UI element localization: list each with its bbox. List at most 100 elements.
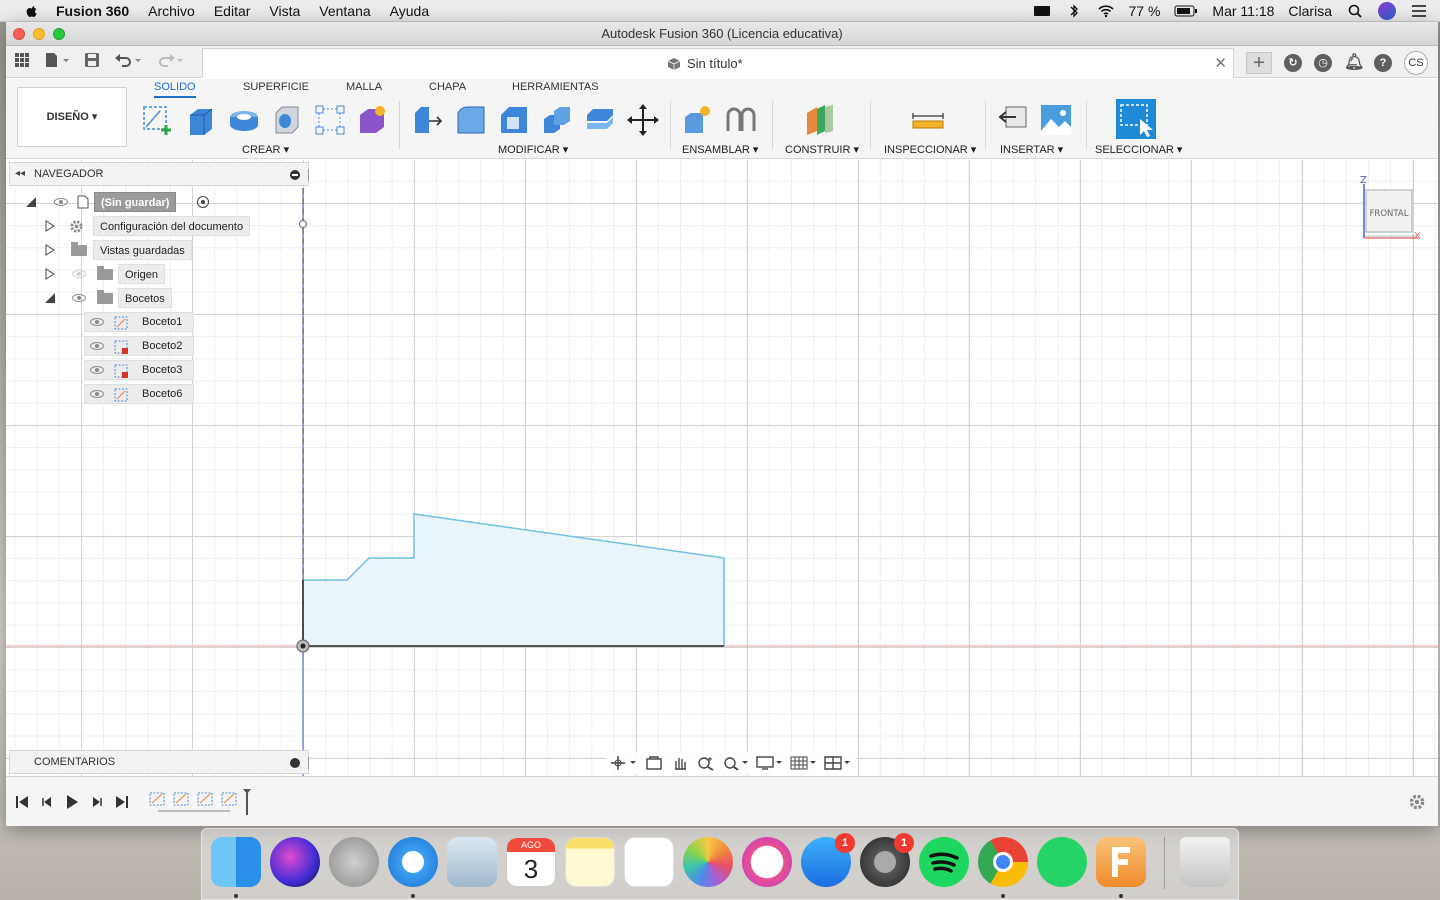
visibility-eye-icon[interactable] <box>90 318 104 326</box>
zoom-icon[interactable] <box>696 755 716 771</box>
timeline-features[interactable] <box>148 787 252 817</box>
fillet-icon[interactable] <box>454 103 488 137</box>
press-pull-icon[interactable] <box>411 103 445 137</box>
group-construir[interactable]: CONSTRUIR ▾ <box>785 144 859 156</box>
photos-icon[interactable] <box>683 837 733 887</box>
select-tool-icon[interactable] <box>1116 99 1156 139</box>
navigator-header[interactable]: ◂◂ NAVEGADOR <box>9 162 309 186</box>
move-copy-icon[interactable] <box>626 103 660 137</box>
timeline-play-icon[interactable] <box>65 794 79 810</box>
menu-ayuda[interactable]: Ayuda <box>389 2 430 19</box>
battery-icon[interactable] <box>1174 4 1198 18</box>
menubar-clock[interactable]: Mar 11:18 <box>1212 3 1275 19</box>
create-sketch-icon[interactable] <box>140 103 174 137</box>
tab-solido[interactable]: SOLIDO <box>154 81 196 98</box>
rectangular-pattern-icon[interactable] <box>313 103 347 137</box>
tab-chapa[interactable]: CHAPA <box>429 81 467 93</box>
finder-icon[interactable] <box>211 837 261 887</box>
new-tab-button[interactable]: + <box>1246 52 1272 74</box>
activate-radio-icon[interactable] <box>197 196 209 208</box>
menu-ventana[interactable]: Ventana <box>319 2 371 19</box>
calendar-icon[interactable]: AGO 3 <box>506 837 556 887</box>
tab-superficie[interactable]: SUPERFICIE <box>243 81 310 93</box>
tree-item-configuracion[interactable]: Configuración del documento <box>9 216 309 236</box>
user-avatar[interactable]: CS <box>1404 51 1428 75</box>
insert-canvas-icon[interactable] <box>1039 103 1073 137</box>
navigator-minimize-icon[interactable] <box>290 170 300 180</box>
wifi-icon[interactable] <box>1097 4 1115 18</box>
timeline-first-icon[interactable] <box>15 794 29 810</box>
orbit-icon[interactable] <box>610 755 638 771</box>
measure-icon[interactable] <box>911 103 945 137</box>
menu-vista[interactable]: Vista <box>269 2 301 19</box>
create-form-icon[interactable] <box>356 103 390 137</box>
chamfer-icon[interactable] <box>497 103 531 137</box>
spotify-icon[interactable] <box>919 837 969 887</box>
extensions-icon[interactable]: ↻ <box>1284 54 1302 72</box>
tab-malla[interactable]: MALLA <box>346 81 383 93</box>
joint-icon[interactable] <box>724 103 758 137</box>
safari-icon[interactable] <box>388 837 438 887</box>
redo-icon[interactable] <box>156 52 184 68</box>
close-window-button[interactable] <box>13 28 25 40</box>
tree-item-boceto6[interactable]: Boceto6 <box>9 384 309 404</box>
collapse-arrows-icon[interactable]: ◂◂ <box>15 168 26 179</box>
job-status-icon[interactable]: ◷ <box>1314 54 1332 72</box>
shell-icon[interactable] <box>583 103 617 137</box>
new-component-icon[interactable] <box>681 103 715 137</box>
minimize-window-button[interactable] <box>33 28 45 40</box>
grid-settings-icon[interactable] <box>790 755 818 771</box>
launchpad-icon[interactable] <box>329 837 379 887</box>
viewports-icon[interactable] <box>824 755 852 771</box>
file-menu-icon[interactable] <box>44 52 70 68</box>
group-insertar[interactable]: INSERTAR ▾ <box>1000 144 1064 156</box>
reminders-icon[interactable] <box>624 837 674 887</box>
siri-app-icon[interactable] <box>270 837 320 887</box>
visibility-eye-icon[interactable] <box>72 294 86 302</box>
chrome-icon[interactable] <box>978 837 1028 887</box>
save-icon[interactable] <box>84 52 100 68</box>
group-crear[interactable]: CREAR ▾ <box>242 144 290 156</box>
timeline-settings-gear-icon[interactable] <box>1408 793 1426 811</box>
timeline-previous-icon[interactable] <box>40 794 54 810</box>
pan-hand-icon[interactable] <box>670 755 690 771</box>
visibility-eye-icon[interactable] <box>90 342 104 350</box>
group-inspeccionar[interactable]: INSPECCIONAR ▾ <box>884 144 977 156</box>
expand-triangle-icon[interactable] <box>45 268 55 280</box>
tree-root-row[interactable]: (Sin guardar) <box>9 192 309 212</box>
look-at-icon[interactable] <box>644 755 664 771</box>
extrude-icon[interactable] <box>184 103 218 137</box>
close-tab-icon[interactable]: ✕ <box>1214 55 1227 72</box>
fusion-360-icon[interactable] <box>1096 837 1146 887</box>
revolve-icon[interactable] <box>227 103 261 137</box>
collapse-triangle-icon[interactable] <box>45 293 55 303</box>
expand-triangle-outline-icon[interactable] <box>45 220 55 232</box>
app-store-icon[interactable]: 1 <box>801 833 855 887</box>
notification-center-icon[interactable] <box>1410 4 1428 18</box>
timeline-last-icon[interactable] <box>115 794 129 810</box>
tab-herramientas[interactable]: HERRAMIENTAS <box>512 81 599 93</box>
tree-item-origen[interactable]: Origen <box>9 264 309 284</box>
expand-triangle-icon[interactable] <box>45 244 55 256</box>
group-ensamblar[interactable]: ENSAMBLAR ▾ <box>682 144 759 156</box>
group-seleccionar[interactable]: SELECCIONAR ▾ <box>1095 144 1183 156</box>
design-canvas[interactable]: ◂◂ NAVEGADOR (Sin guardar) Configuración… <box>6 160 1438 776</box>
trash-icon[interactable] <box>1180 837 1230 887</box>
hidden-eye-icon[interactable] <box>72 270 86 278</box>
system-preferences-icon[interactable]: 1 <box>860 833 914 887</box>
preview-icon[interactable] <box>447 837 497 887</box>
fit-zoom-icon[interactable] <box>722 755 750 771</box>
hole-icon[interactable] <box>270 103 304 137</box>
menubar-user[interactable]: Clarisa <box>1288 3 1332 19</box>
whatsapp-icon[interactable] <box>1037 837 1087 887</box>
document-tab[interactable]: Sin título* ✕ <box>202 48 1234 78</box>
data-panel-grid-icon[interactable] <box>14 52 30 68</box>
display-icon[interactable] <box>1033 4 1051 18</box>
spotlight-icon[interactable] <box>1346 4 1364 18</box>
visibility-eye-icon[interactable] <box>90 390 104 398</box>
menu-app-name[interactable]: Fusion 360 <box>56 2 130 19</box>
panel-pin-icon[interactable] <box>308 757 310 769</box>
group-modificar[interactable]: MODIFICAR ▾ <box>498 144 569 156</box>
combine-icon[interactable] <box>540 103 574 137</box>
notes-icon[interactable] <box>565 837 615 887</box>
